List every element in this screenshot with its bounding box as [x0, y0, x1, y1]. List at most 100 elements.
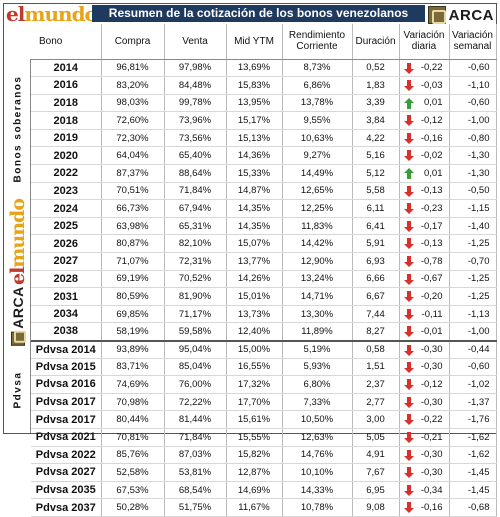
table-row: Pdvsa 2021 70,81% 71,84% 15,55% 12,63% 5,05 -0…: [31, 428, 497, 447]
daily-change-value: 0,01: [424, 167, 443, 179]
buy-price-cell: 71,07%: [101, 252, 165, 271]
mid-ytm-cell: 13,77%: [226, 252, 283, 271]
duration-cell: 4,91: [352, 446, 400, 465]
daily-change-value: 0,01: [424, 97, 443, 109]
duration-cell: 6,67: [352, 287, 400, 306]
table-row: 2027 71,07% 72,31% 13,77% 12,90% 6,93 -0,78 -0,…: [31, 252, 497, 271]
table-header-row: Bono Compra Venta Mid YTM Rendimiento Co…: [31, 24, 497, 60]
duration-cell: 2,77: [352, 393, 400, 412]
duration-cell: 6,41: [352, 217, 400, 236]
daily-change-cell: -0,02: [399, 146, 450, 166]
table-body: 2014 96,81% 97,98% 13,69% 8,73% 0,52 -0,22 -0,6…: [31, 59, 497, 517]
current-yield-cell: 14,49%: [282, 164, 353, 183]
sell-price-cell: 65,40%: [164, 146, 227, 166]
daily-change-cell: -0,30: [399, 339, 450, 359]
daily-change-value: -0,12: [420, 378, 443, 390]
current-yield-cell: 5,19%: [282, 339, 353, 359]
mid-ytm-cell: 15,55%: [226, 428, 283, 447]
current-yield-cell: 11,89%: [282, 322, 353, 341]
daily-change-cell: 0,01: [399, 94, 450, 113]
side-logo-mundo-text: mundo: [6, 198, 29, 268]
daily-change-cell: -0,30: [399, 446, 450, 465]
arrow-down-icon: [403, 62, 414, 74]
current-yield-cell: 10,63%: [282, 129, 353, 148]
arrow-down-icon: [403, 256, 414, 268]
duration-cell: 5,05: [352, 428, 400, 447]
bond-name-cell: Pdvsa 2027: [31, 463, 102, 482]
buy-price-cell: 87,37%: [101, 164, 165, 183]
buy-price-cell: 80,44%: [101, 410, 165, 429]
column-header: Mid YTM: [226, 24, 283, 60]
daily-change-value: -0,13: [420, 238, 443, 250]
arrow-down-icon: [403, 203, 414, 215]
duration-cell: 0,58: [352, 339, 400, 359]
bond-name-cell: 2028: [31, 270, 102, 289]
sell-price-cell: 73,56%: [164, 129, 227, 148]
duration-cell: 6,93: [352, 252, 400, 271]
weekly-change-cell: -0,80: [449, 129, 497, 148]
side-label-pdvsa: Pdvsa: [12, 371, 23, 409]
bond-name-cell: 2018: [31, 94, 102, 113]
sell-price-cell: 76,00%: [164, 375, 227, 394]
current-yield-cell: 13,24%: [282, 270, 353, 289]
daily-change-cell: -0,22: [399, 59, 450, 78]
current-yield-cell: 11,83%: [282, 217, 353, 236]
daily-change-value: -0,03: [420, 79, 443, 91]
weekly-change-cell: -1,10: [449, 76, 497, 95]
arrow-down-icon: [403, 396, 414, 408]
duration-cell: 5,58: [352, 182, 400, 201]
bond-name-cell: Pdvsa 2035: [31, 481, 102, 500]
table-row: Pdvsa 2016 74,69% 76,00% 17,32% 6,80% 2,37 -0,…: [31, 375, 497, 394]
buy-price-cell: 72,60%: [101, 111, 165, 130]
table-row: Pdvsa 2017 70,98% 72,22% 17,70% 7,33% 2,77 -0,…: [31, 393, 497, 412]
weekly-change-cell: -1,45: [449, 463, 497, 482]
daily-change-cell: -0,21: [399, 428, 450, 447]
weekly-change-cell: -1,25: [449, 287, 497, 306]
daily-change-value: -0,23: [420, 203, 443, 215]
arrow-down-icon: [403, 220, 414, 232]
mid-ytm-cell: 13,73%: [226, 305, 283, 324]
daily-change-value: -0,01: [420, 325, 443, 337]
arca-logo-text: ARCA: [448, 6, 494, 24]
weekly-change-cell: -1,30: [449, 164, 497, 183]
table-row: 2034 69,85% 71,17% 13,73% 13,30% 7,44 -0,11 -1,…: [31, 305, 497, 324]
arca-mark-icon: [428, 6, 446, 24]
mid-ytm-cell: 11,67%: [226, 498, 283, 517]
daily-change-value: -0,11: [421, 308, 443, 320]
side-logo-el-text: el: [6, 267, 29, 286]
daily-change-cell: -0,12: [399, 375, 450, 394]
duration-cell: 1,51: [352, 358, 400, 377]
sell-price-cell: 72,31%: [164, 252, 227, 271]
duration-cell: 4,22: [352, 129, 400, 148]
sell-price-cell: 82,10%: [164, 234, 227, 254]
daily-change-cell: -0,12: [399, 111, 450, 130]
table-row: Pdvsa 2027 52,58% 53,81% 12,87% 10,10% 7,67 -0…: [31, 463, 497, 482]
daily-change-cell: -0,22: [399, 410, 450, 429]
arrow-down-icon: [403, 379, 414, 391]
buy-price-cell: 70,81%: [101, 428, 165, 447]
daily-change-value: -0,30: [420, 449, 443, 461]
duration-cell: 9,08: [352, 498, 400, 517]
buy-price-cell: 72,30%: [101, 129, 165, 148]
mid-ytm-cell: 15,01%: [226, 287, 283, 306]
bond-name-cell: Pdvsa 2017: [31, 410, 102, 429]
table-row: 2022 87,37% 88,64% 15,33% 14,49% 5,12 0,01 -1,3…: [31, 164, 497, 183]
current-yield-cell: 6,86%: [282, 76, 353, 95]
buy-price-cell: 58,19%: [101, 322, 165, 341]
current-yield-cell: 9,55%: [282, 111, 353, 130]
buy-price-cell: 70,98%: [101, 393, 165, 412]
side-label-pdvsa-wrap: Pdvsa: [5, 347, 31, 433]
bond-name-cell: 2020: [31, 146, 102, 166]
daily-change-value: -0,20: [420, 291, 443, 303]
arrow-down-icon: [403, 484, 414, 496]
mid-ytm-cell: 14,69%: [226, 481, 283, 500]
buy-price-cell: 83,20%: [101, 76, 165, 95]
bond-name-cell: 2031: [31, 287, 102, 306]
arrow-down-icon: [403, 80, 414, 92]
mid-ytm-cell: 12,87%: [226, 463, 283, 482]
sell-price-cell: 84,48%: [164, 76, 227, 95]
daily-change-cell: 0,01: [399, 164, 450, 183]
daily-change-cell: -0,34: [399, 481, 450, 500]
sell-price-cell: 85,04%: [164, 358, 227, 377]
logo-mundo-text: mundo: [24, 2, 98, 26]
